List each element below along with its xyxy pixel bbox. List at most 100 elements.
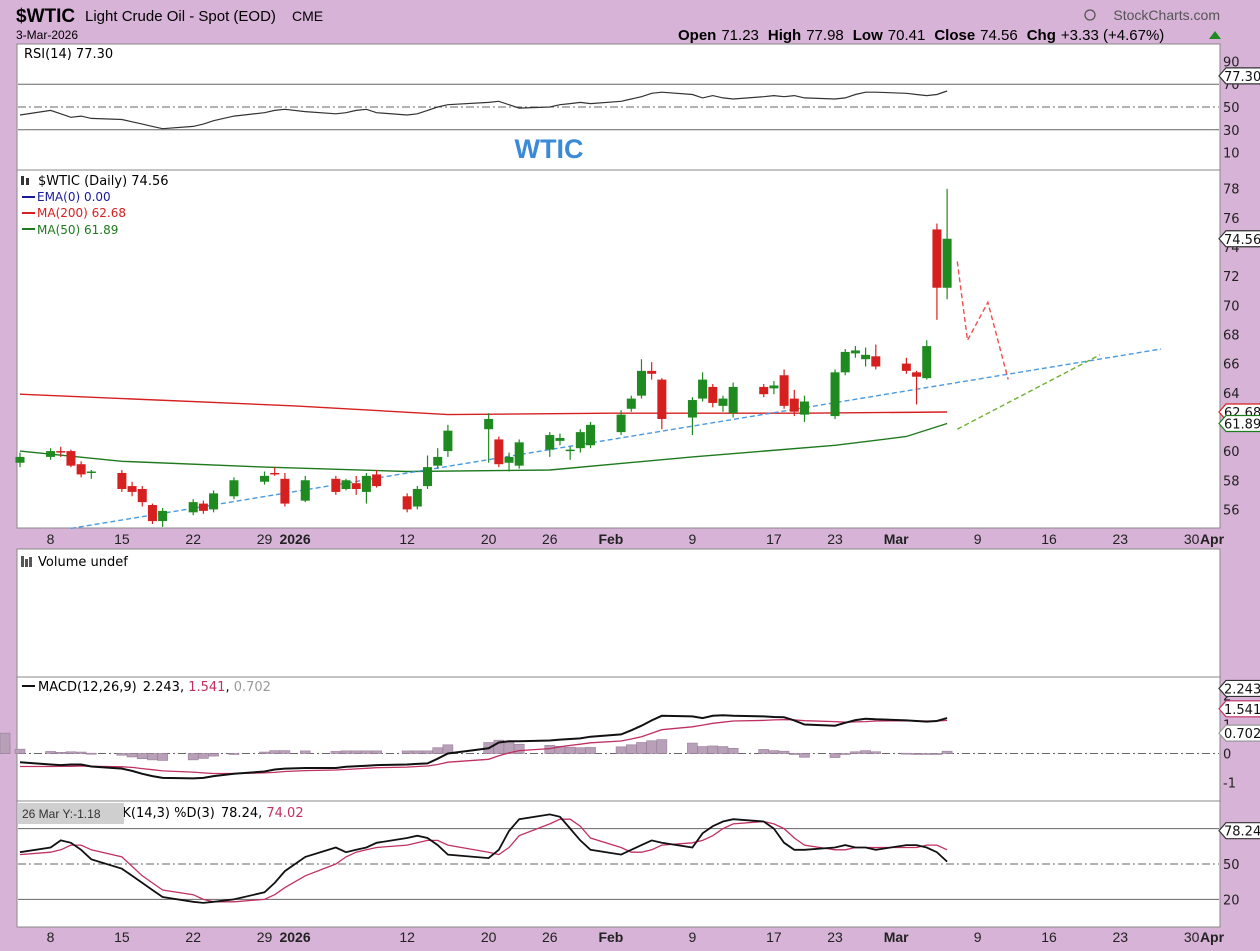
stoch-sep: , xyxy=(258,806,266,821)
macd-histogram-bar xyxy=(299,750,311,754)
macd-last-tag: 2.243 xyxy=(1218,679,1260,697)
rsi-line xyxy=(19,90,948,130)
price-x-tick-label: 26 xyxy=(542,531,558,547)
candle-body xyxy=(402,496,412,510)
ma50-line xyxy=(19,422,948,473)
symbol: $WTIC xyxy=(16,6,75,27)
stoch-title: %K(14,3) %D(3) 78.24, 74.02 xyxy=(110,806,304,821)
candle-body xyxy=(861,354,871,360)
hist-last-tag-box xyxy=(1218,724,1260,742)
candle-body xyxy=(188,502,198,513)
rsi-y-tick-label: 30 xyxy=(1223,124,1240,139)
price-x-tick-label: 20 xyxy=(481,531,497,547)
macd-histogram-bar xyxy=(625,744,637,754)
macd-histogram-bar xyxy=(350,750,362,754)
price-x-tick-label: 29 xyxy=(257,531,273,547)
price-y-tick-label: 64 xyxy=(1223,387,1240,402)
stoch-last-tag-box xyxy=(1218,822,1260,840)
candle-body xyxy=(117,472,127,489)
macd-histogram-bar xyxy=(259,751,270,754)
stoch-x-tick-label: 23 xyxy=(1113,929,1129,945)
price-x-tick-label: Mar xyxy=(884,531,909,547)
candle-body xyxy=(789,398,799,412)
stochastic-legend: %K(14,3) %D(3) 78.24, 74.02 26 Mar Y:-1.1… xyxy=(18,803,304,824)
chart-date: 3-Mar-2026 xyxy=(16,28,78,42)
price-y-tick-label: 78 xyxy=(1223,183,1240,198)
candle-body xyxy=(942,238,952,288)
macd-histogram-bar xyxy=(228,753,240,755)
brand-logo: StockCharts.com xyxy=(1113,7,1220,23)
macd-histogram-bar xyxy=(727,747,739,754)
price-x-tick-label: 16 xyxy=(1041,531,1057,547)
stoch-y-tick-label: 20 xyxy=(1223,893,1240,908)
signal-last-tag: 1.541 xyxy=(1218,700,1260,718)
candle-body xyxy=(555,437,565,441)
price-x-tick-label: 23 xyxy=(827,531,843,547)
stoch-y-tick-label: 50 xyxy=(1223,858,1240,873)
macd-panel xyxy=(16,676,1221,802)
hist-value: 0.702 xyxy=(234,680,271,695)
macd-histogram-bar xyxy=(829,753,841,758)
macd-histogram-bar xyxy=(45,751,56,754)
candle-body xyxy=(647,370,657,374)
rsi-title: RSI(14) 77.30 xyxy=(24,47,113,62)
candle-body xyxy=(575,432,585,449)
trendline-0 xyxy=(70,348,1162,530)
rsi-last-tag-text: 77.30 xyxy=(1224,70,1260,85)
stoch-last-tag-text: 78.24 xyxy=(1224,825,1260,840)
volume-bars-icon-3 xyxy=(29,557,32,567)
candle-body xyxy=(626,398,636,409)
candle-body xyxy=(586,424,596,446)
macd-histogram-bar xyxy=(646,740,657,754)
stoch-x-tick-label: 2026 xyxy=(279,929,310,945)
price-title: $WTIC (Daily) 74.56 xyxy=(38,174,169,189)
stoch-x-tick-label: 12 xyxy=(399,929,415,945)
macd-histogram-bar xyxy=(656,739,668,754)
macd-histogram-bar xyxy=(208,753,219,757)
stoch-x-tick-label: 17 xyxy=(766,929,782,945)
stoch-x-tick-label: 16 xyxy=(1041,929,1057,945)
macd-histogram-bar xyxy=(401,750,413,754)
up-arrow-icon xyxy=(1209,31,1221,39)
close-value: 74.56 xyxy=(980,27,1018,44)
macd-histogram-bar xyxy=(412,750,423,754)
macd-histogram-bar xyxy=(687,742,698,754)
candle-body xyxy=(545,435,555,450)
chg-label: Chg xyxy=(1027,27,1056,44)
high-label: High xyxy=(768,27,801,44)
candle-body xyxy=(687,400,697,418)
candle-body xyxy=(657,379,667,419)
macd-histogram-bar xyxy=(0,732,11,754)
candle-body xyxy=(830,372,840,417)
price-x-tick-label: 15 xyxy=(114,531,130,547)
macd-histogram-bar xyxy=(340,750,352,754)
stoch-x-tick-label: 26 xyxy=(542,929,558,945)
candle-body xyxy=(46,451,56,457)
stoch-x-tick-label: Feb xyxy=(598,929,623,945)
macd-histogram-bar xyxy=(157,753,168,761)
macd-histogram-bar xyxy=(269,750,281,754)
macd-histogram-bar xyxy=(432,747,444,754)
macd-histogram-bar xyxy=(371,750,382,754)
ma50-last-tag-box xyxy=(1218,414,1260,433)
volume-bars-icon-2 xyxy=(25,559,28,567)
candle-body xyxy=(728,386,738,414)
macd-histogram-bar xyxy=(636,742,647,754)
macd-histogram-bar xyxy=(279,750,291,754)
trendline-2 xyxy=(956,261,1009,380)
price-x-tick-label: Apr xyxy=(1200,531,1225,547)
macd-value: 2.243 xyxy=(143,680,180,695)
candle-body xyxy=(443,430,453,452)
stoch-x-tick-label: 30 xyxy=(1184,929,1200,945)
candle-body xyxy=(565,449,575,452)
price-legend: $WTIC (Daily) 74.56 EMA(0) 0.00 MA(200) … xyxy=(21,174,169,237)
candle-body xyxy=(708,386,718,403)
stoch-x-tick-label: Apr xyxy=(1200,929,1225,945)
macd-line xyxy=(19,714,948,780)
stoch-last-tag: 78.24 xyxy=(1218,822,1260,840)
stoch-x-tick-label: 29 xyxy=(257,929,273,945)
signal-last-tag-text: 1.541 xyxy=(1224,703,1260,718)
stoch-k-line xyxy=(19,813,948,904)
macd-histogram-bar xyxy=(330,751,342,754)
macd-histogram-bar xyxy=(788,753,800,755)
